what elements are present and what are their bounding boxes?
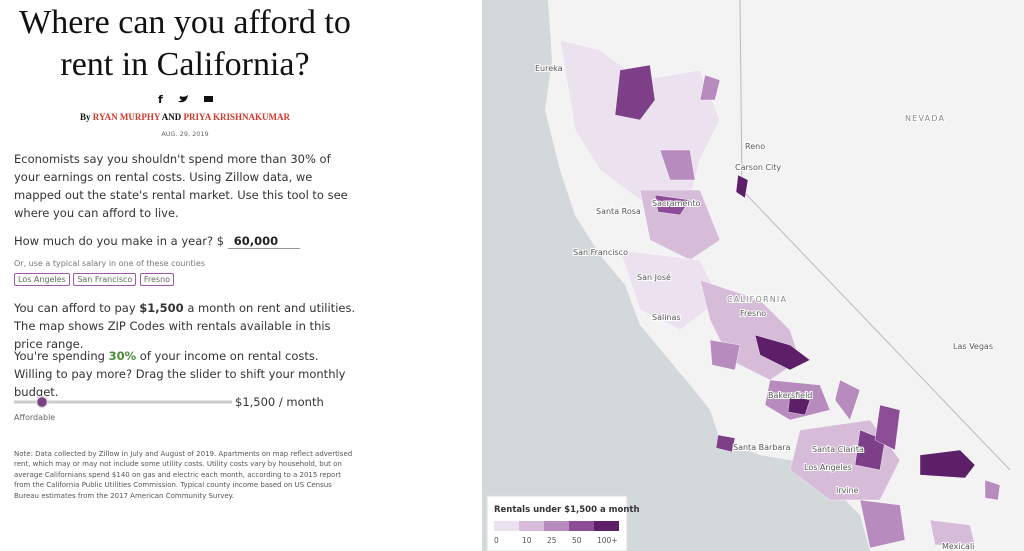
- place-label: Los Angeles: [804, 463, 852, 472]
- and: AND: [161, 112, 182, 122]
- note: Note: Data collected by Zillow in July a…: [14, 450, 353, 500]
- hint: Or, use a typical salary in one of these…: [14, 259, 205, 268]
- place-label: Santa Barbara: [733, 443, 791, 452]
- legend-items: 0 10 25 50 100+: [494, 521, 619, 545]
- place-label: Sacramento: [652, 199, 700, 208]
- slider-knob[interactable]: [35, 395, 49, 409]
- place-label: Salinas: [652, 313, 681, 322]
- place-label: Mexicali: [942, 542, 974, 551]
- headline: Where can you afford to rent in Californ…: [19, 4, 351, 83]
- legend-tick: 100+: [597, 536, 618, 545]
- text: of your income on rental costs. Willing …: [14, 349, 346, 399]
- result: You can afford to pay $1,500 a month on …: [14, 299, 359, 353]
- place-label: Irvine: [836, 486, 859, 495]
- date: AUG. 29, 2019: [161, 130, 209, 138]
- percent: 30%: [108, 349, 137, 363]
- place-label: Las Vegas: [953, 342, 993, 351]
- map-labels: NEVADA Reno Carson City Sacramento Santa Ros…: [534, 63, 994, 551]
- legend-swatch: [569, 521, 594, 531]
- income-question: How much do you make in a year? $ 60,000: [14, 234, 300, 249]
- place-label: Reno: [745, 142, 765, 151]
- amount: $1,500: [139, 301, 184, 315]
- twitter-icon[interactable]: [178, 95, 188, 103]
- legend-swatch: [494, 521, 519, 531]
- county-button[interactable]: Los Angeles: [14, 273, 70, 286]
- legend-title: Rentals under $1,500 a month: [494, 505, 640, 515]
- author[interactable]: PRIYA KRISHNAKUMAR: [183, 112, 290, 122]
- county-button[interactable]: Fresno: [139, 273, 175, 286]
- by: By: [80, 112, 91, 122]
- income-input[interactable]: 60,000: [227, 234, 300, 249]
- text: You're spending: [14, 349, 109, 363]
- place-label: Santa Clarita: [812, 445, 864, 454]
- place-label: Santa Rosa: [596, 207, 641, 216]
- byline: By RYAN MURPHY AND PRIYA KRISHNAKUMAR: [0, 112, 370, 122]
- map[interactable]: NEVADA Reno Carson City Sacramento Santa Ros…: [482, 0, 1024, 551]
- place-label: CALIFORNIA: [727, 295, 787, 304]
- budget-slider[interactable]: $1,500 / month: [14, 394, 354, 410]
- place-label: San Francisco: [573, 248, 628, 257]
- facebook-icon[interactable]: f: [158, 93, 163, 106]
- legend-swatch: [519, 521, 544, 531]
- article-panel: Where can you afford to rent in Californ…: [0, 0, 482, 551]
- email-icon[interactable]: [204, 96, 213, 102]
- zip-areas: [559, 39, 1001, 549]
- author[interactable]: RYAN MURPHY: [92, 112, 161, 122]
- legend: Rentals under $1,500 a month 0 10 25 50 100+: [486, 495, 640, 551]
- text: You can afford to pay: [14, 301, 140, 315]
- county-buttons: Los Angeles San Francisco Fresno: [14, 273, 175, 286]
- place-label: Bakersfield: [768, 391, 812, 400]
- text: a month on rent and utilities. The map s…: [14, 301, 356, 351]
- place-label: Fresno: [740, 309, 766, 318]
- slider-value: $1,500 / month: [235, 395, 324, 409]
- place-label: Eureka: [535, 64, 563, 73]
- ocean: [482, 0, 870, 551]
- place-label: Carson City: [735, 163, 781, 172]
- legend-tick: 50: [572, 536, 582, 545]
- legend-tick: 25: [547, 536, 557, 545]
- intro: Economists say you shouldn't spend more …: [14, 152, 348, 220]
- slider-left-label: Affordable: [14, 413, 56, 422]
- county-button[interactable]: San Francisco: [73, 273, 137, 286]
- spending: You're spending 30% of your income on re…: [14, 347, 359, 401]
- legend-tick: 10: [522, 536, 532, 545]
- legend-tick: 0: [494, 536, 499, 545]
- place-label: NEVADA: [905, 114, 945, 123]
- legend-swatch: [594, 521, 619, 531]
- question: How much do you make in a year? $: [14, 234, 225, 248]
- place-label: San José: [637, 272, 671, 282]
- share-icons[interactable]: f: [154, 92, 218, 106]
- legend-swatch: [544, 521, 569, 531]
